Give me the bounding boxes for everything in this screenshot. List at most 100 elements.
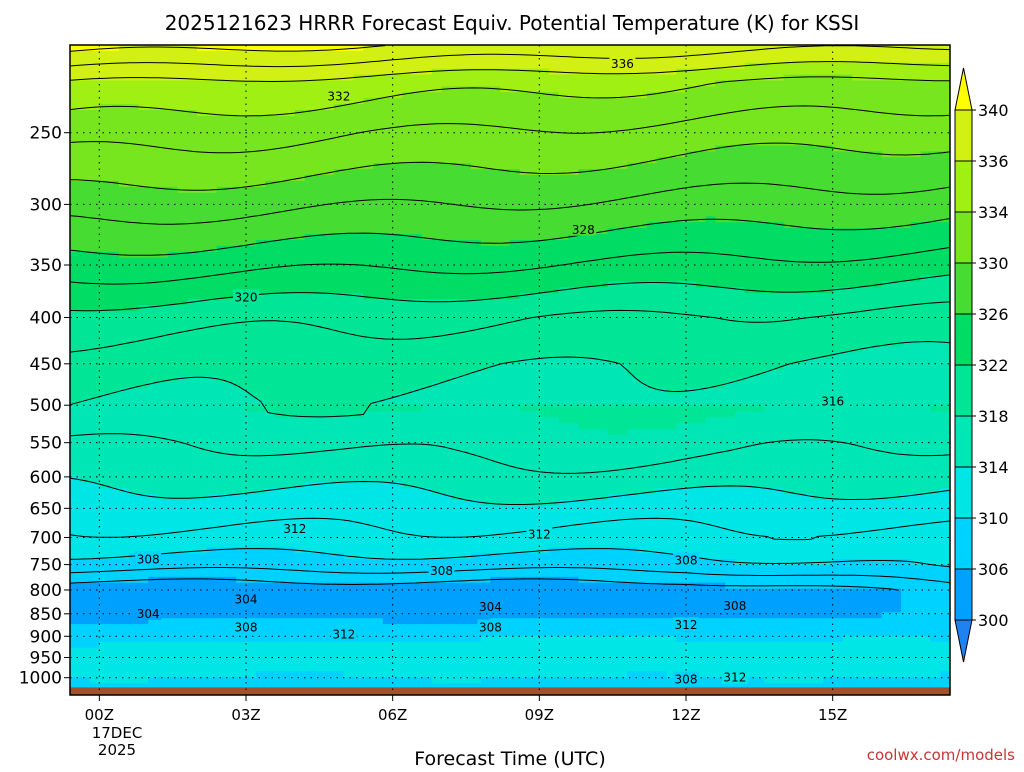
band-cell xyxy=(177,251,188,259)
band-cell xyxy=(461,464,472,472)
band-cell xyxy=(187,115,198,123)
band-cell xyxy=(109,482,120,489)
band-cell xyxy=(441,677,452,684)
band-cell xyxy=(148,92,159,99)
band-cell xyxy=(177,370,188,377)
band-cell xyxy=(431,393,443,401)
band-cell xyxy=(246,251,257,259)
band-cell xyxy=(216,488,228,495)
band-cell xyxy=(285,565,296,572)
band-cell xyxy=(461,470,472,477)
band-cell xyxy=(314,588,325,596)
band-cell xyxy=(70,192,81,200)
band-cell xyxy=(392,305,404,312)
band-cell xyxy=(236,269,247,277)
band-cell xyxy=(99,635,110,643)
band-cell xyxy=(109,635,120,643)
band-cell xyxy=(246,56,257,64)
band-cell xyxy=(265,677,276,684)
band-cell xyxy=(480,370,492,377)
band-cell xyxy=(255,494,267,501)
band-cell xyxy=(324,216,335,223)
band-cell xyxy=(412,251,423,259)
band-cell xyxy=(177,452,188,460)
band-cell xyxy=(470,671,482,678)
band-cell xyxy=(490,222,501,229)
band-cell xyxy=(167,68,179,76)
band-cell xyxy=(510,127,521,135)
band-cell xyxy=(285,316,296,324)
band-cell xyxy=(373,45,384,52)
band-cell xyxy=(79,375,91,383)
band-cell xyxy=(314,635,325,643)
band-cell xyxy=(226,305,237,312)
band-cell xyxy=(206,535,218,542)
band-cell xyxy=(500,482,511,489)
band-cell xyxy=(99,322,110,330)
band-cell xyxy=(441,299,452,306)
band-cell xyxy=(158,139,169,147)
band-cell xyxy=(167,139,179,147)
band-cell xyxy=(500,423,511,430)
band-cell xyxy=(363,505,374,513)
band-cell xyxy=(206,110,218,117)
band-cell xyxy=(246,352,257,359)
band-cell xyxy=(343,121,355,129)
band-cell xyxy=(343,429,355,436)
band-cell xyxy=(334,151,345,158)
band-cell xyxy=(128,210,140,217)
band-cell xyxy=(392,80,404,87)
band-cell xyxy=(118,435,130,442)
band-cell xyxy=(334,322,345,330)
band-cell xyxy=(206,316,218,324)
band-cell xyxy=(177,92,188,99)
band-cell xyxy=(461,322,472,330)
band-cell xyxy=(128,547,140,554)
band-cell xyxy=(89,423,100,430)
band-cell xyxy=(490,653,501,661)
band-cell xyxy=(324,263,335,271)
band-cell xyxy=(246,387,257,395)
band-cell xyxy=(480,488,492,495)
band-cell xyxy=(99,588,110,596)
band-cell xyxy=(392,458,404,466)
band-cell xyxy=(138,121,149,129)
band-cell xyxy=(148,535,159,542)
band-cell xyxy=(246,245,257,253)
band-cell xyxy=(177,517,188,525)
band-cell xyxy=(109,576,120,584)
band-cell xyxy=(187,588,198,596)
band-cell xyxy=(412,606,423,613)
band-cell xyxy=(343,594,355,602)
band-cell xyxy=(294,358,306,365)
band-cell xyxy=(265,470,276,477)
band-cell xyxy=(206,151,218,158)
band-cell xyxy=(441,310,452,318)
band-cell xyxy=(451,74,462,82)
band-cell xyxy=(99,305,110,312)
band-cell xyxy=(128,411,140,418)
band-cell xyxy=(177,145,188,152)
band-cell xyxy=(197,429,208,436)
band-cell xyxy=(216,464,228,472)
band-cell xyxy=(392,316,404,324)
band-cell xyxy=(206,417,218,424)
band-cell xyxy=(343,157,355,164)
band-cell xyxy=(197,251,208,259)
band-cell xyxy=(451,535,462,542)
band-cell xyxy=(216,470,228,477)
band-cell xyxy=(206,440,218,448)
band-cell xyxy=(246,677,257,684)
band-cell xyxy=(402,257,413,265)
band-cell xyxy=(216,588,228,596)
band-cell xyxy=(431,45,443,52)
band-cell xyxy=(480,139,492,147)
band-cell xyxy=(334,647,345,655)
band-cell xyxy=(246,476,257,483)
band-cell xyxy=(441,458,452,466)
band-cell xyxy=(304,458,316,466)
band-cell xyxy=(265,500,276,507)
band-cell xyxy=(500,45,511,52)
band-cell xyxy=(226,446,237,454)
band-cell xyxy=(470,287,482,294)
